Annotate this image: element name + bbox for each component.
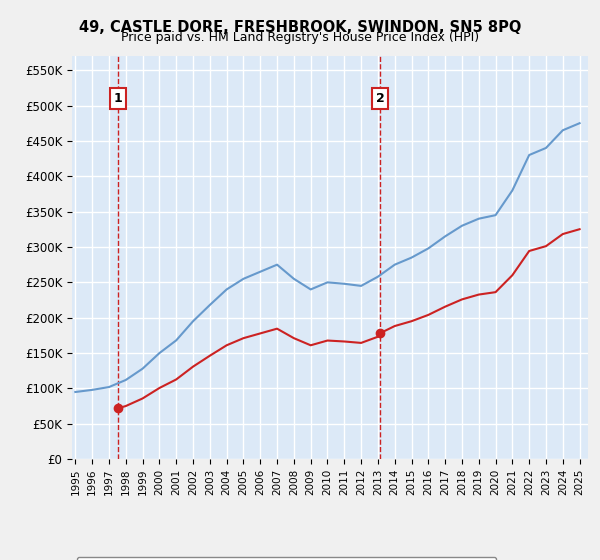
Text: Price paid vs. HM Land Registry's House Price Index (HPI): Price paid vs. HM Land Registry's House … bbox=[121, 31, 479, 44]
Text: 1: 1 bbox=[113, 92, 122, 105]
Text: 49, CASTLE DORE, FRESHBROOK, SWINDON, SN5 8PQ: 49, CASTLE DORE, FRESHBROOK, SWINDON, SN… bbox=[79, 20, 521, 35]
Legend: 49, CASTLE DORE, FRESHBROOK, SWINDON, SN5 8PQ (detached house), HPI: Average pri: 49, CASTLE DORE, FRESHBROOK, SWINDON, SN… bbox=[77, 557, 496, 560]
Text: 2: 2 bbox=[376, 92, 384, 105]
